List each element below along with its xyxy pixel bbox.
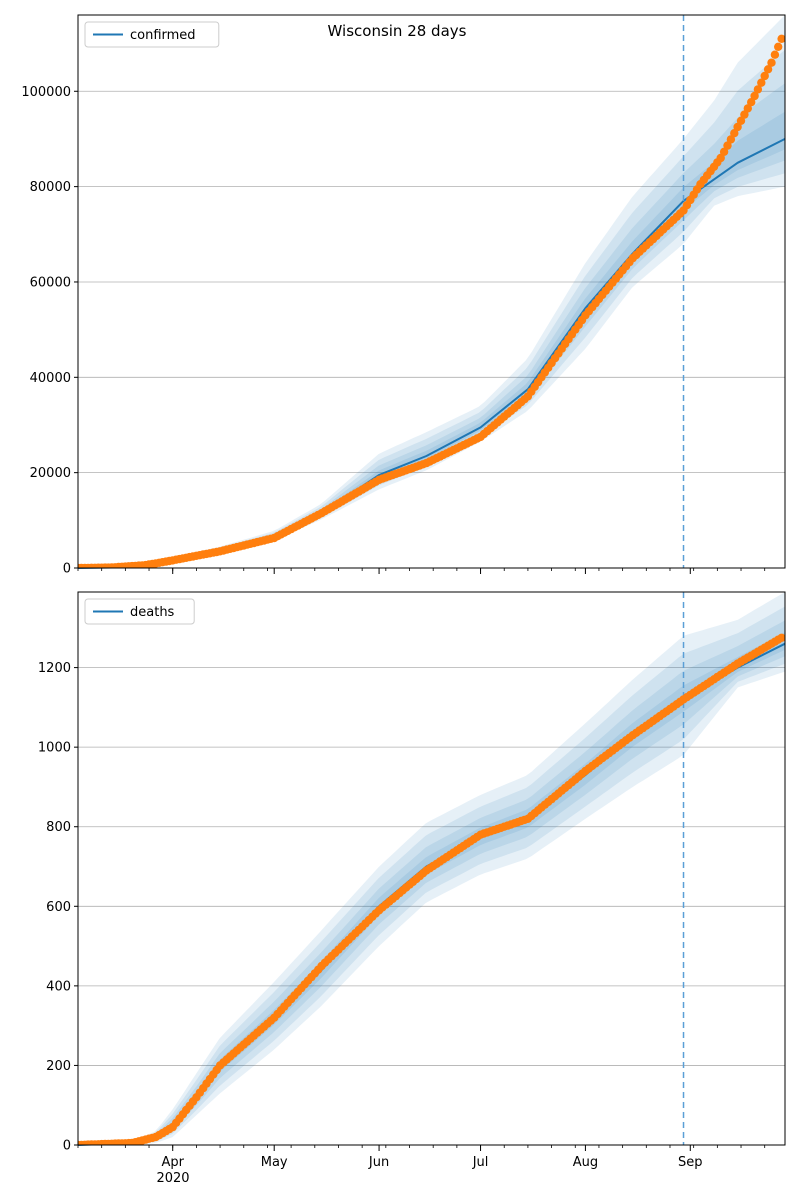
- observed-point: [774, 42, 783, 51]
- x-tick-label: Jul: [472, 1155, 489, 1170]
- observed-points: [78, 633, 785, 1145]
- observed-point: [730, 129, 739, 138]
- observed-point: [757, 78, 766, 87]
- y-tick-label: 100000: [21, 85, 71, 100]
- confirmed-panel: 0 20000 40000 60000 80000 100000 confirmed: [21, 14, 786, 577]
- observed-point: [763, 65, 773, 74]
- x-tick-label: Apr: [161, 1155, 184, 1170]
- observed-point: [740, 110, 749, 119]
- legend: confirmed: [84, 21, 220, 48]
- observed-point: [736, 116, 746, 126]
- observed-point: [750, 91, 759, 101]
- plot-frame: [77, 591, 786, 1146]
- observed-point: [723, 141, 732, 150]
- observed-point: [770, 50, 780, 59]
- legend-label: confirmed: [130, 28, 196, 43]
- legend-box: [84, 21, 220, 48]
- legend-label: deaths: [130, 605, 175, 620]
- observed-point: [777, 34, 785, 43]
- observed-point: [760, 71, 769, 81]
- y-tick-label: 40000: [30, 371, 71, 386]
- observed-point: [716, 153, 725, 163]
- y-tick-label: 20000: [30, 466, 71, 481]
- observed-point: [719, 147, 729, 156]
- y-tick-label: 1000: [38, 741, 71, 756]
- plot-frame: [77, 14, 786, 569]
- y-tick-label: 0: [63, 562, 71, 577]
- y-tick-label: 80000: [30, 180, 71, 195]
- observed-point: [726, 135, 736, 144]
- y-tick-label: 60000: [30, 275, 71, 290]
- x-tick-label: Aug: [573, 1155, 598, 1170]
- y-tick-label: 0: [63, 1139, 71, 1154]
- observed-point: [747, 98, 756, 107]
- observed-point: [733, 122, 742, 132]
- x-tick-label: Jun: [368, 1155, 389, 1170]
- y-tick-label: 600: [46, 900, 71, 915]
- legend-box: [84, 598, 195, 625]
- confidence-band-3: [78, 632, 785, 1145]
- legend: deaths: [84, 598, 195, 625]
- observed-points: [78, 34, 785, 568]
- observed-point: [753, 85, 763, 94]
- deaths-panel: 0 200 400 600 800 1000 1200 Apr May Jun Jul Aug Sep d…: [38, 591, 786, 1170]
- x-year-label: 2020: [156, 1171, 189, 1186]
- y-tick-label: 1200: [38, 661, 71, 676]
- observed-point: [777, 633, 785, 642]
- y-tick-label: 800: [46, 820, 71, 835]
- observed-point: [767, 58, 776, 67]
- y-tick-label: 200: [46, 1059, 71, 1074]
- confidence-band-1: [78, 606, 785, 1145]
- y-tick-label: 400: [46, 979, 71, 994]
- figure-title: Wisconsin 28 days: [328, 22, 467, 40]
- x-tick-label: Sep: [678, 1155, 703, 1170]
- observed-point: [743, 104, 752, 113]
- x-tick-label: May: [261, 1155, 288, 1170]
